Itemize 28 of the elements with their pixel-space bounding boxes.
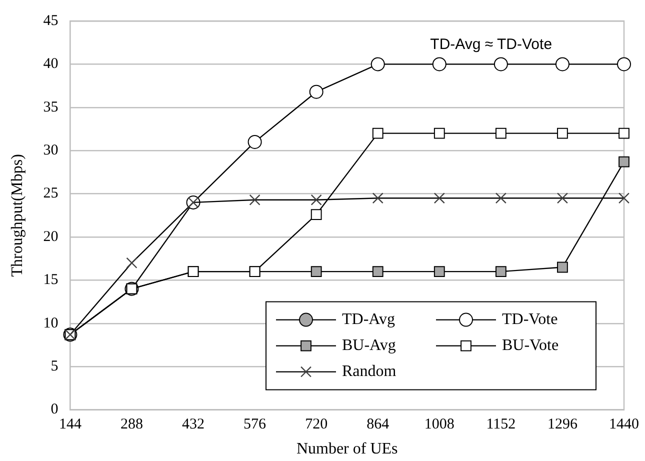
- y-tick-label: 10: [43, 315, 58, 332]
- legend-label: BU-Avg: [342, 337, 396, 354]
- x-tick-label: 144: [58, 416, 82, 433]
- legend-label: TD-Avg: [342, 311, 396, 328]
- y-tick-label: 5: [50, 358, 58, 375]
- y-tick-label: 40: [43, 56, 58, 72]
- y-tick-label: 20: [43, 228, 58, 245]
- y-tick-label: 45: [43, 12, 58, 29]
- x-tick-label: 576: [244, 416, 267, 433]
- x-tick-label: 864: [366, 416, 390, 433]
- y-axis-title: Throughput(Mbps): [8, 154, 26, 277]
- x-tick-label: 1152: [486, 416, 516, 433]
- x-tick-label: 720: [305, 416, 328, 433]
- x-tick-label: 1440: [609, 416, 639, 433]
- y-tick-label: 35: [43, 99, 58, 116]
- x-tick-label: 1296: [547, 416, 578, 433]
- y-tick-label: 25: [43, 186, 58, 202]
- x-tick-label: 1008: [424, 416, 454, 433]
- legend-label: BU-Vote: [502, 337, 559, 354]
- annotation: TD-Avg ≈ TD-Vote: [430, 36, 552, 54]
- y-tick-label: 15: [43, 272, 58, 288]
- legend-label: TD-Vote: [502, 311, 558, 328]
- x-axis-title: Number of UEs: [296, 440, 398, 458]
- y-tick-label: 0: [50, 402, 58, 418]
- y-tick-label: 30: [43, 142, 58, 159]
- legend-label: Random: [342, 363, 397, 380]
- x-tick-label: 288: [120, 416, 143, 433]
- x-tick-label: 432: [182, 416, 205, 433]
